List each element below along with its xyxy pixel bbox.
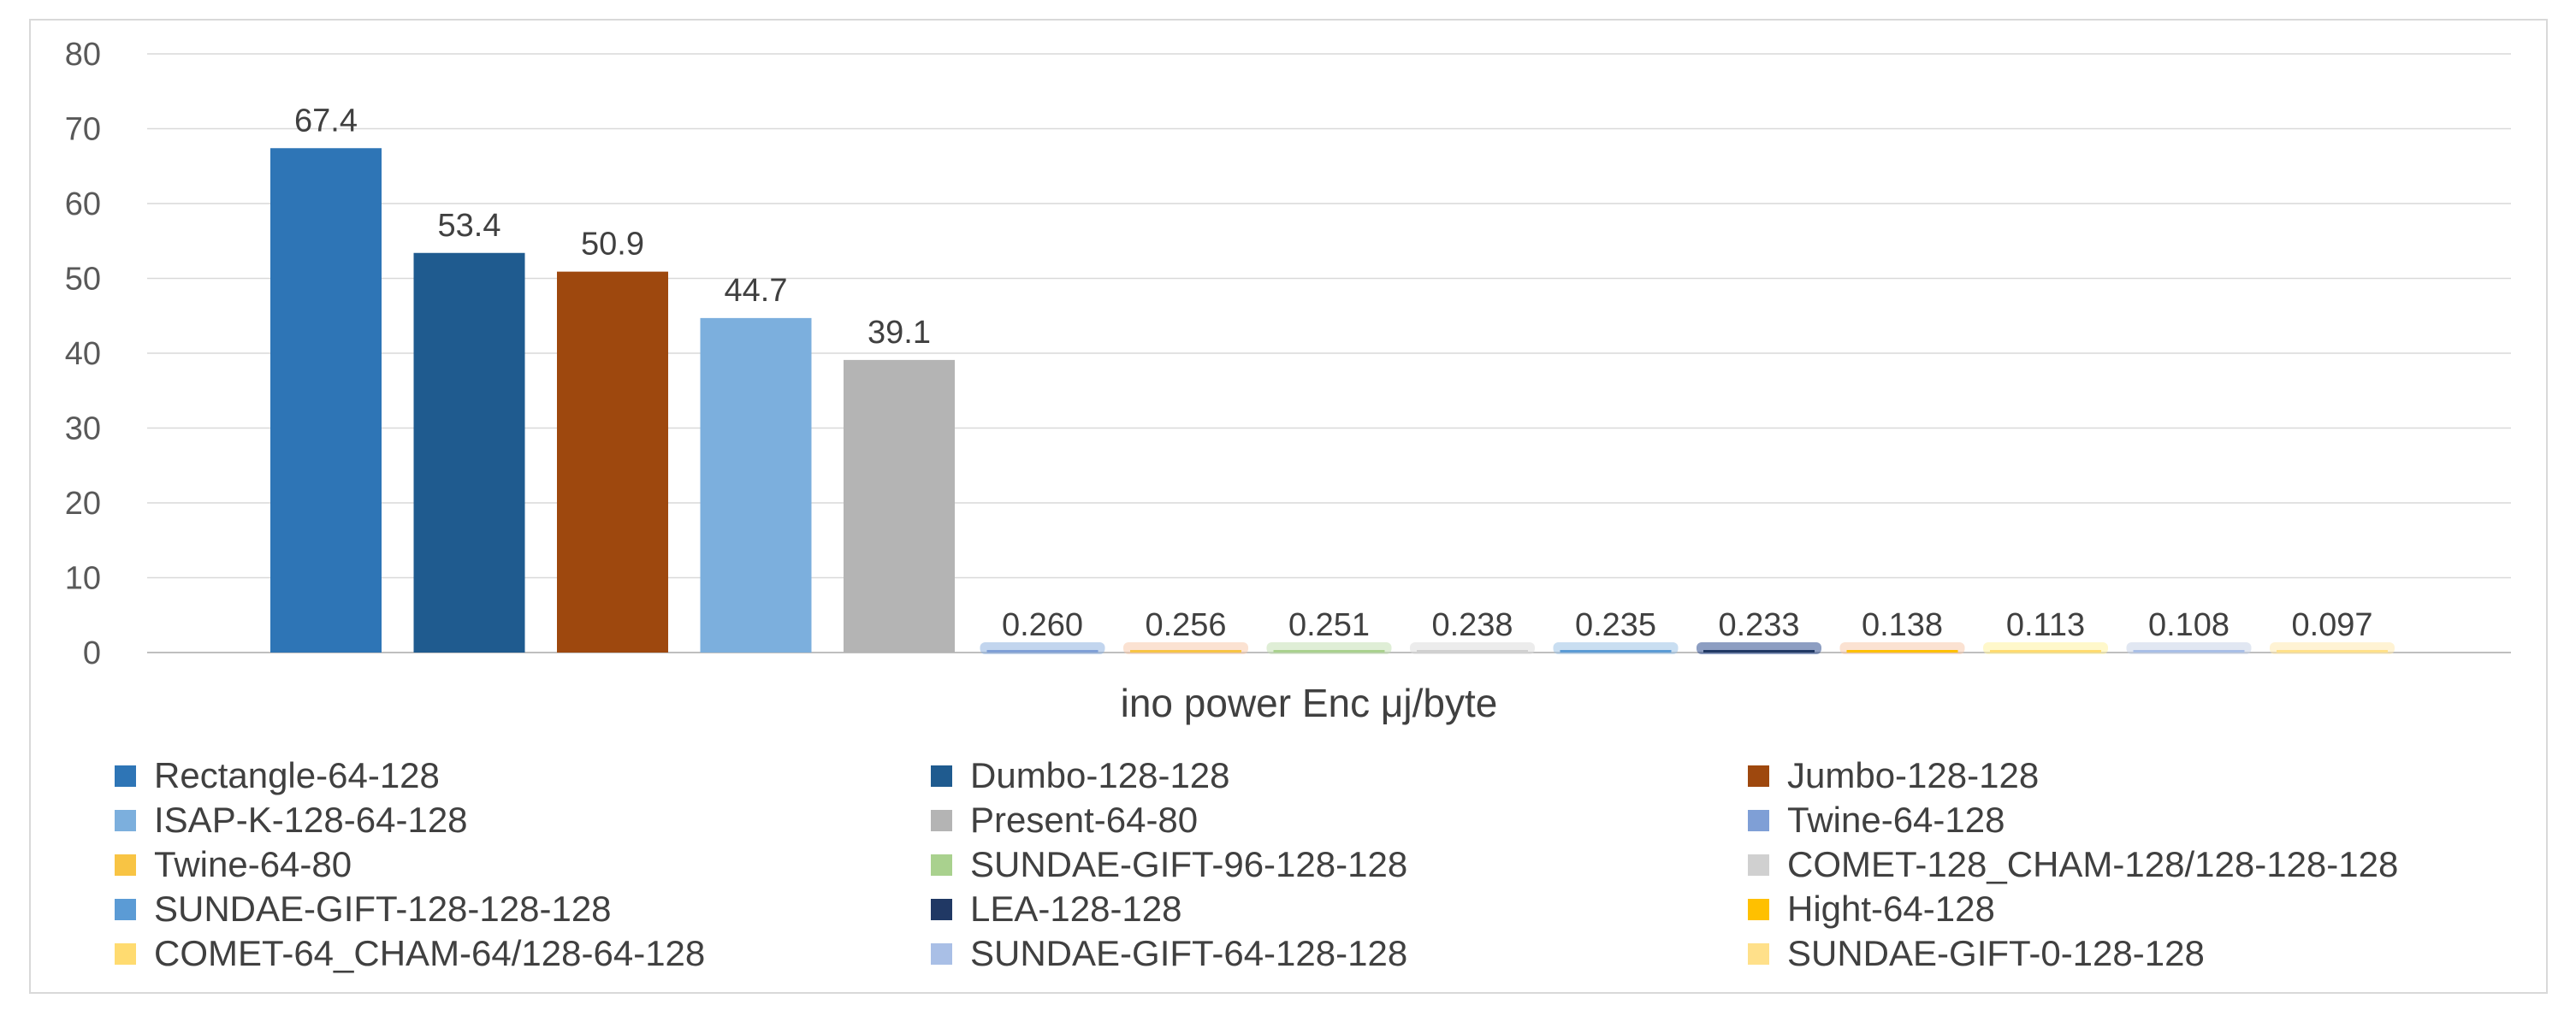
legend-label: Hight-64-128 [1787,889,1995,929]
bar-lea-128-128 [1703,650,1815,653]
legend-label: COMET-128_CHAM-128/128-128-128 [1787,844,2398,884]
y-axis-ticks: 0 10 20 30 40 50 60 70 80 [65,37,101,671]
grid-lines [147,53,2511,653]
bar-isap-k-128-64-128 [700,317,812,653]
legend-label: SUNDAE-GIFT-128-128-128 [154,889,612,929]
bar-sundae-gift-0-128-128 [2277,650,2388,653]
bar-dumbo-128-128 [413,252,525,653]
legend-label: Present-64-80 [970,800,1198,840]
y-tick-label: 40 [65,336,101,372]
y-tick-label: 10 [65,561,101,597]
bar-sundae-gift-128-128-128 [1560,650,1672,653]
legend-swatch [931,810,952,831]
legend-swatch [1748,854,1769,876]
legend: Rectangle-64-128 Dumbo-128-128 Jumbo-128-1… [115,755,2398,973]
data-label: 0.238 [1431,607,1513,643]
bar-sundae-gift-96-128-128 [1273,650,1385,653]
legend-swatch [931,854,952,876]
bar-jumbo-128-128 [557,271,668,653]
data-label: 44.7 [725,273,788,309]
data-label: 0.251 [1288,607,1370,643]
legend-label: Dumbo-128-128 [970,755,1230,795]
legend-label: LEA-128-128 [970,889,1182,929]
legend-label: ISAP-K-128-64-128 [154,800,468,840]
bar-sundae-gift-64-128-128 [2133,650,2245,653]
legend-swatch [1748,765,1769,787]
data-label: 0.260 [1002,607,1083,643]
data-label: 0.256 [1145,607,1226,643]
legend-label: COMET-64_CHAM-64/128-64-128 [154,933,705,973]
y-tick-label: 80 [65,37,101,73]
legend-swatch [931,765,952,787]
legend-label: Twine-64-80 [154,844,352,884]
bar-comet-64-cham-64-128-64-128 [1990,650,2101,653]
y-tick-label: 70 [65,112,101,148]
legend-swatch [115,899,136,920]
data-label: 0.235 [1575,607,1656,643]
data-label: 0.138 [1862,607,1943,643]
legend-swatch [931,943,952,965]
legend-swatch [115,810,136,831]
bar-present-64-80 [844,359,955,653]
data-label: 50.9 [581,227,644,263]
legend-label: Rectangle-64-128 [154,755,440,795]
data-labels: 67.4 53.4 50.9 44.7 39.1 0.260 0.256 0.251 0.238… [294,103,2373,643]
bar-comet-128-cham-128-128-128-128 [1417,650,1528,653]
legend-swatch [1748,943,1769,965]
x-axis-title: ino power Enc μj/byte [1121,681,1498,725]
data-label: 67.4 [294,103,358,139]
legend-swatch [1748,810,1769,831]
legend-swatch [115,943,136,965]
bars [270,148,2395,654]
legend-swatch [115,854,136,876]
data-label: 0.233 [1718,607,1799,643]
bar-rectangle-64-128 [270,148,382,653]
bar-hight-64-128 [1846,650,1958,653]
legend-swatch [1748,899,1769,920]
legend-label: SUNDAE-GIFT-64-128-128 [970,933,1407,973]
bar-twine-64-128 [986,650,1099,653]
y-tick-label: 50 [65,262,101,298]
y-tick-label: 0 [83,635,101,671]
legend-swatch [931,899,952,920]
y-tick-label: 20 [65,486,101,522]
data-label: 0.108 [2148,607,2230,643]
legend-label: SUNDAE-GIFT-96-128-128 [970,844,1407,884]
legend-swatch [115,765,136,787]
y-tick-label: 30 [65,411,101,447]
legend-label: Jumbo-128-128 [1787,755,2039,795]
data-label: 0.113 [2006,607,2085,643]
data-label: 0.097 [2291,607,2372,643]
legend-label: SUNDAE-GIFT-0-128-128 [1787,933,2205,973]
legend-label: Twine-64-128 [1787,800,2005,840]
data-label: 39.1 [868,315,931,351]
bar-twine-64-80 [1130,650,1241,653]
data-label: 53.4 [438,208,501,244]
y-tick-label: 60 [65,186,101,222]
